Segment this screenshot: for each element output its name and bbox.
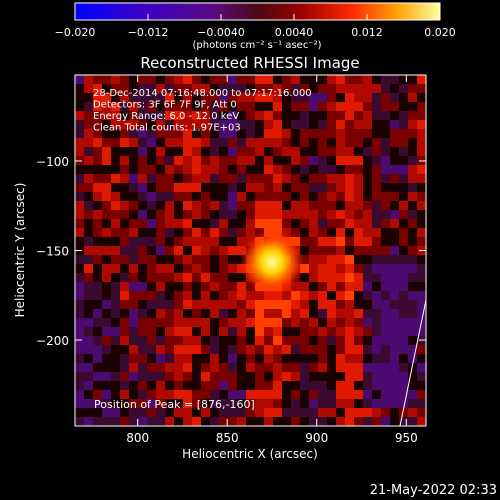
- y-tick-label: −100: [36, 155, 69, 169]
- colorbar-tick-label: −0.012: [128, 26, 169, 39]
- annotation-line: Detectors: 3F 6F 7F 9F, Att 0: [93, 100, 237, 111]
- y-axis-label: Heliocentric Y (arcsec): [13, 183, 27, 318]
- heatmap-image: [75, 75, 426, 426]
- x-tick-label: 800: [126, 431, 149, 445]
- colorbar-tick-label: 0.012: [351, 26, 383, 39]
- y-axis: −100 −150 −200: [36, 155, 426, 348]
- colorbar-ticks: −0.020 −0.012 −0.0040 0.0040 0.012 0.020: [55, 14, 456, 39]
- x-tick-label: 850: [216, 431, 239, 445]
- peak-source: [240, 230, 304, 294]
- y-tick-label: −200: [36, 334, 69, 348]
- peak-position-label: Position of Peak = [876,-160]: [94, 398, 255, 411]
- x-tick-label: 950: [395, 431, 418, 445]
- annotation-line: Clean Total counts: 1.97E+03: [93, 123, 241, 134]
- solar-limb: [399, 299, 426, 426]
- annotation-line: 28-Dec-2014 07:16:48.000 to 07:17:16.000: [93, 88, 312, 99]
- annotation-line: Energy Range: 6.0 - 12.0 keV: [93, 111, 239, 122]
- colorbar-gradient: [74, 2, 441, 21]
- colorbar-tick-label: 0.020: [424, 26, 456, 39]
- y-tick-label: −150: [36, 245, 69, 259]
- colorbar-tick-label: −0.0040: [197, 26, 245, 39]
- chart-title: Reconstructed RHESSI Image: [140, 54, 359, 72]
- colorbar-tick-label: 0.0040: [275, 26, 314, 39]
- colorbar: −0.020 −0.012 −0.0040 0.0040 0.012 0.020 (pho…: [55, 2, 456, 51]
- x-axis: 800 850 900 950: [126, 75, 418, 445]
- colorbar-unit: (photons cm⁻² s⁻¹ asec⁻²): [192, 40, 321, 51]
- colorbar-tick-label: −0.020: [55, 26, 96, 39]
- x-tick-label: 900: [305, 431, 328, 445]
- annotation-block: 28-Dec-2014 07:16:48.000 to 07:17:16.000…: [93, 88, 312, 134]
- x-axis-label: Heliocentric X (arcsec): [182, 447, 318, 461]
- footer-timestamp: 21-May-2022 02:33: [370, 483, 497, 498]
